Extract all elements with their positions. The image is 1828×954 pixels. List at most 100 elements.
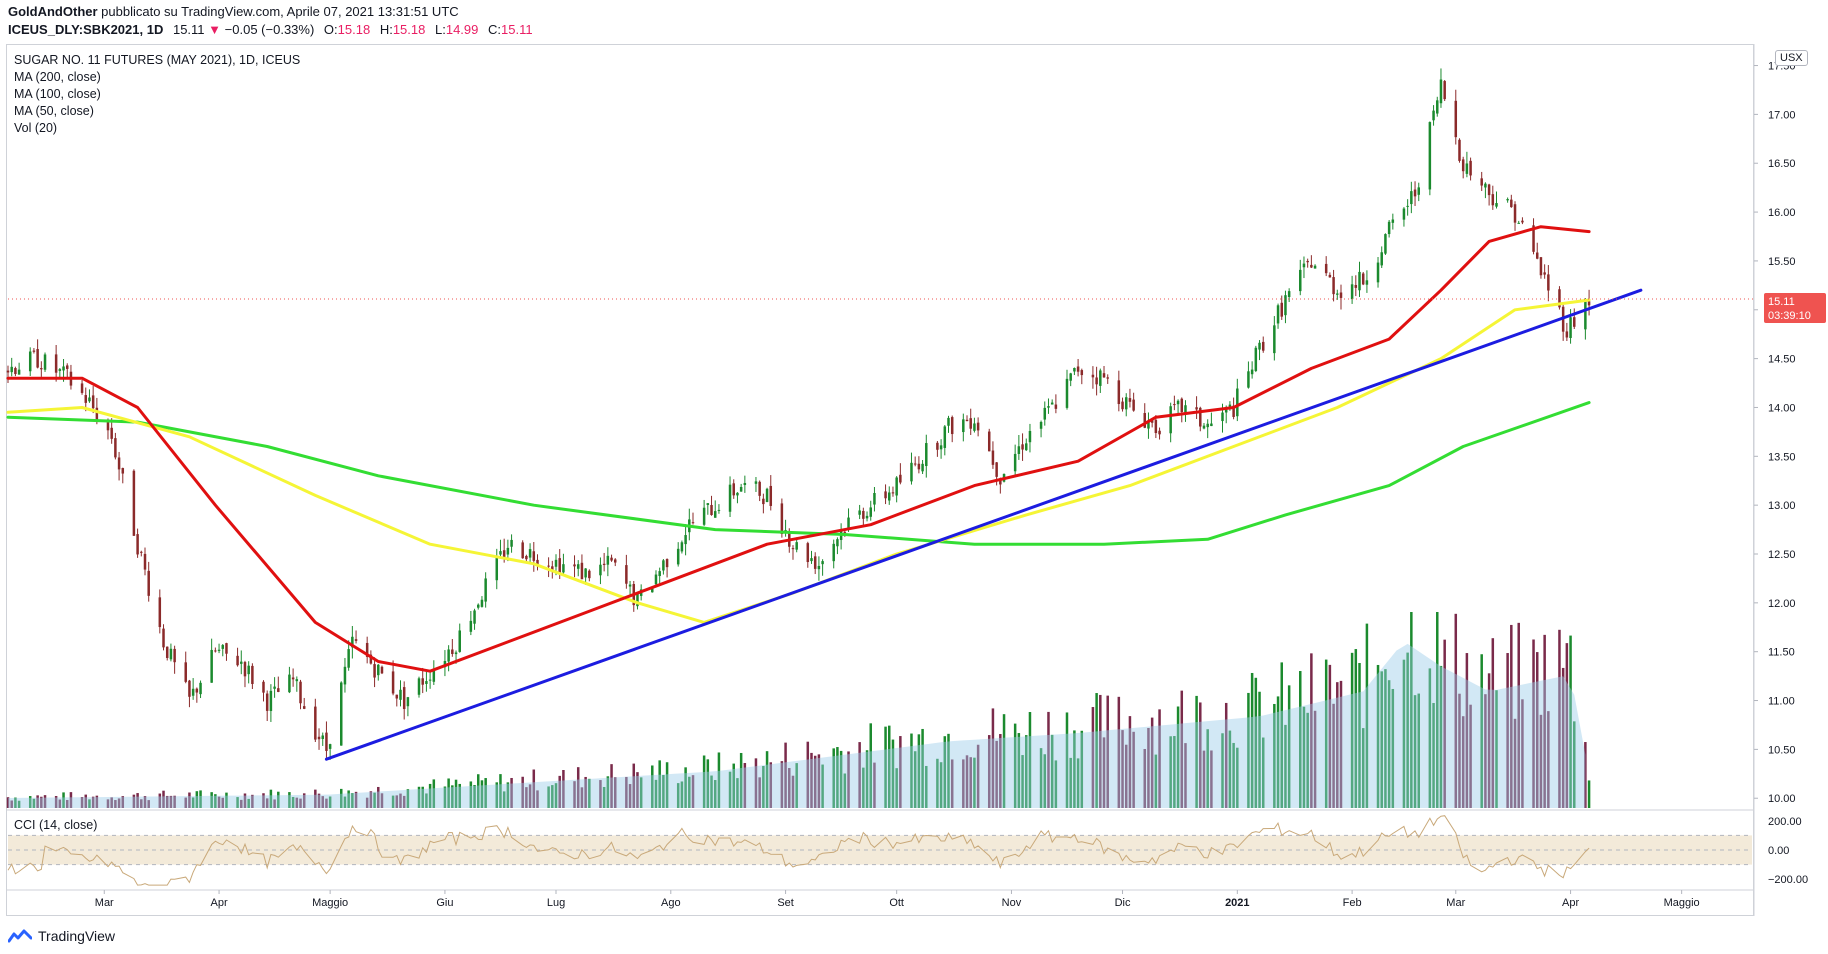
- volume-bar: [554, 783, 558, 808]
- volume-bar: [999, 734, 1002, 808]
- volume-bar: [676, 783, 680, 808]
- candle: [1573, 317, 1576, 327]
- legend-vol[interactable]: Vol (20): [14, 121, 58, 135]
- candle: [1391, 219, 1395, 223]
- publisher-name[interactable]: GoldAndOther: [8, 4, 98, 19]
- volume-bar: [117, 798, 121, 808]
- volume-bar: [1495, 690, 1498, 808]
- volume-bar: [873, 762, 876, 808]
- candle: [780, 503, 784, 534]
- candle: [1506, 199, 1509, 201]
- candle: [62, 366, 65, 371]
- cci-legend[interactable]: CCI (14, close): [14, 818, 98, 832]
- volume-bar: [691, 775, 695, 808]
- candle: [547, 565, 550, 567]
- volume-bar: [706, 759, 710, 808]
- volume-bar: [347, 790, 350, 808]
- volume-bar: [1432, 702, 1435, 808]
- volume-bar: [536, 790, 539, 808]
- volume-bar: [1339, 680, 1343, 808]
- candle: [473, 610, 476, 624]
- open-value: 15.18: [337, 22, 371, 37]
- volume-bar: [599, 780, 602, 808]
- volume-bar: [165, 795, 169, 808]
- volume-bar: [884, 726, 887, 808]
- candle: [1047, 406, 1050, 408]
- candle: [454, 652, 458, 655]
- volume-bar: [1413, 695, 1417, 808]
- candle: [680, 542, 684, 552]
- currency-badge[interactable]: USX: [1775, 50, 1808, 66]
- price-tick-label: 10.50: [1768, 744, 1796, 756]
- volume-bar: [636, 772, 639, 808]
- candle: [658, 571, 661, 577]
- volume-bar: [662, 774, 665, 808]
- legend-ma100[interactable]: MA (100, close): [14, 87, 101, 101]
- candle: [987, 431, 991, 452]
- volume-bar: [217, 796, 221, 808]
- volume-bar: [1521, 699, 1524, 808]
- candle: [1147, 420, 1150, 429]
- candle: [999, 478, 1002, 485]
- candle: [1247, 371, 1250, 388]
- volume-bar: [6, 797, 10, 808]
- candle: [377, 664, 380, 676]
- candle: [817, 565, 821, 570]
- volume-bar: [17, 800, 21, 808]
- volume-bar: [1310, 653, 1313, 808]
- volume-bar: [62, 792, 65, 808]
- candle: [451, 649, 454, 654]
- volume-bar: [499, 774, 502, 808]
- candle: [599, 564, 602, 576]
- volume-bar: [1250, 672, 1254, 808]
- legend-ma200[interactable]: MA (200, close): [14, 70, 101, 84]
- candle: [339, 682, 343, 746]
- candle: [562, 564, 565, 573]
- candle: [1336, 293, 1339, 295]
- price-tick-label: 17.00: [1768, 109, 1796, 121]
- volume-bar: [1436, 612, 1439, 808]
- volume-bar: [1428, 668, 1432, 808]
- volume-bar: [651, 765, 654, 808]
- volume-bar: [132, 794, 136, 808]
- volume-bar: [610, 764, 613, 808]
- volume-bar: [702, 755, 706, 808]
- volume-bar: [1313, 710, 1317, 808]
- volume-bar: [380, 793, 384, 808]
- volume-bar: [1147, 727, 1150, 808]
- candle: [858, 510, 861, 515]
- candle: [691, 522, 695, 524]
- tradingview-logo[interactable]: TradingView: [8, 928, 115, 944]
- candle: [425, 681, 428, 684]
- volume-bar: [1324, 659, 1328, 808]
- candle: [1454, 100, 1458, 138]
- low-label: L:: [435, 22, 446, 37]
- candle: [1021, 444, 1024, 450]
- volume-bar: [1232, 742, 1235, 808]
- volume-bar: [1021, 755, 1024, 808]
- volume-bar: [1028, 712, 1032, 808]
- last-price: 15.11: [172, 22, 205, 37]
- candle: [1495, 203, 1498, 207]
- candle: [651, 587, 654, 593]
- volume-bar: [343, 796, 347, 808]
- volume-bar: [365, 797, 369, 808]
- candle: [1310, 264, 1313, 268]
- volume-bar: [495, 782, 499, 808]
- candle: [614, 559, 617, 563]
- indicator-legend: SUGAR NO. 11 FUTURES (MAY 2021), 1D, ICE…: [14, 52, 300, 137]
- candle: [1432, 110, 1435, 121]
- volume-bar: [528, 784, 532, 808]
- volume-bar: [425, 793, 428, 808]
- candle: [806, 543, 810, 563]
- legend-ma50[interactable]: MA (50, close): [14, 104, 94, 118]
- volume-bar: [502, 791, 506, 808]
- candle: [765, 488, 769, 502]
- candle: [1206, 423, 1209, 428]
- volume-bar: [295, 797, 299, 808]
- candle: [58, 369, 62, 371]
- volume-bar: [443, 786, 447, 808]
- candle: [1328, 274, 1332, 278]
- high-value: 15.18: [392, 22, 426, 37]
